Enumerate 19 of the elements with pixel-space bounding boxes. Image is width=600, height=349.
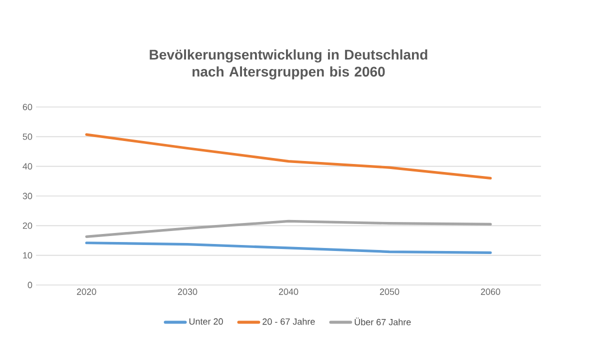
x-tick-label: 2060	[480, 288, 500, 295]
x-tick-label: 2040	[278, 288, 298, 295]
y-tick-label: 30	[22, 192, 32, 200]
line-series	[85, 242, 492, 254]
y-tick-label: 60	[22, 104, 32, 110]
y-tick-label: 0	[28, 282, 32, 288]
y-tick-label: 40	[22, 163, 32, 170]
legend-label: Unter 20	[189, 318, 223, 325]
line-series	[85, 220, 492, 238]
legend-label: 20 - 67 Jahre	[262, 318, 315, 325]
x-tick-label: 2020	[76, 288, 96, 295]
y-tick-label: 50	[22, 133, 32, 140]
x-tick-label: 2050	[380, 288, 400, 295]
legend-label: Über 67 Jahre	[354, 318, 411, 326]
chart-title: Bevölkerungsentwicklung in Deutschland nach Altersgruppen bis 2060	[150, 49, 428, 80]
y-tick-label: 10	[23, 252, 32, 259]
x-tick-label: 2030	[178, 288, 198, 295]
line-series	[85, 133, 492, 180]
y-tick-label: 20	[22, 222, 32, 229]
